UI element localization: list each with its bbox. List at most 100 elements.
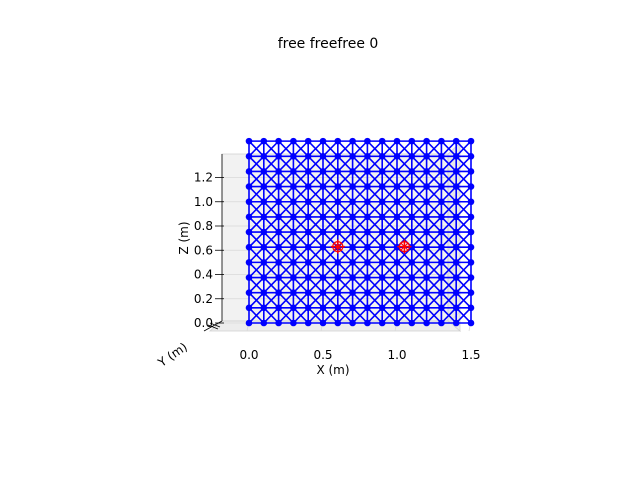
x-tick-labels: 0.0 0.5 1.0 1.5 (239, 348, 480, 362)
diagonal-member (248, 216, 265, 233)
truss-node (349, 183, 356, 190)
diagonal-member (410, 291, 428, 309)
diagonal-member (366, 231, 384, 249)
truss-node (467, 304, 475, 312)
diagonal-member (440, 307, 458, 324)
diagonal-member (248, 170, 265, 188)
diagonal-member (292, 291, 310, 309)
truss-node (290, 168, 297, 175)
truss-node (423, 243, 430, 251)
truss-node (290, 274, 297, 281)
truss-node (378, 183, 386, 190)
truss-node (275, 259, 282, 266)
diagonal-member (307, 170, 324, 188)
truss-node (438, 183, 445, 190)
diagonal-member (455, 307, 472, 324)
diagonal-member (322, 216, 339, 233)
truss-node (378, 243, 386, 251)
truss-node (319, 259, 327, 266)
truss-node (275, 304, 282, 312)
truss-node (408, 198, 416, 206)
truss-node (452, 137, 460, 145)
truss-node (364, 243, 371, 251)
diagonal-member (248, 140, 265, 158)
truss-node (290, 183, 297, 190)
diagonal-member (307, 246, 324, 264)
diagonal-member (322, 276, 339, 294)
truss-node (378, 259, 386, 266)
diagonal-member (455, 200, 472, 218)
truss-node (290, 259, 297, 266)
diagonal-member (410, 170, 428, 188)
truss-node (378, 319, 386, 327)
diagonal-member (410, 185, 428, 203)
diagonal-member (322, 140, 339, 158)
truss-node (408, 259, 416, 266)
truss-node (290, 213, 297, 221)
truss-node (393, 183, 401, 190)
truss-node (452, 183, 460, 190)
truss-node (378, 137, 386, 145)
truss-node (393, 152, 401, 160)
diagonal-member (425, 261, 443, 279)
diagonal-member (248, 307, 265, 324)
diagonal-member (277, 155, 295, 173)
truss-node (319, 243, 327, 251)
truss-node (304, 137, 312, 145)
truss-node (438, 319, 445, 327)
z-tick-label: 0.4 (194, 268, 213, 282)
diagonal-member (248, 291, 265, 309)
diagonal-member (262, 170, 280, 188)
diagonal-member (351, 170, 369, 188)
diagonal-member (396, 140, 413, 158)
diagonal-member (262, 140, 280, 158)
truss-node (438, 304, 445, 312)
diagonal-member (366, 246, 384, 264)
truss-node (304, 289, 312, 296)
diagonal-member (425, 246, 443, 264)
truss-node (290, 304, 297, 312)
diagonal-member (410, 216, 428, 233)
y-axis-line (203, 320, 223, 332)
truss-node (304, 168, 312, 175)
truss-node (467, 259, 475, 266)
truss-node (319, 183, 327, 190)
diagonal-member (292, 185, 310, 203)
diagonal-member (366, 170, 384, 188)
truss-node (334, 289, 342, 296)
diagonal-member (292, 200, 310, 218)
diagonal-member (440, 200, 458, 218)
diagonal-member (322, 170, 339, 188)
diagonal-member (336, 200, 354, 218)
truss-node (290, 137, 297, 145)
truss-node (408, 168, 416, 175)
truss-node (467, 152, 475, 160)
truss-node (275, 319, 282, 327)
truss-node (245, 259, 253, 266)
truss-node (438, 243, 445, 251)
truss-node (260, 183, 268, 190)
truss-node (378, 304, 386, 312)
diagonal-member (277, 216, 295, 233)
diagonal-member (307, 231, 324, 249)
diagonal-member (322, 291, 339, 309)
diagonal-member (277, 200, 295, 218)
truss-node (423, 213, 430, 221)
diagonal-member (455, 140, 472, 158)
diagonal-member (277, 261, 295, 279)
truss-node (245, 304, 253, 312)
diagonal-member (277, 185, 295, 203)
truss-nodes (245, 137, 475, 327)
truss-node (393, 137, 401, 145)
diagonal-member (381, 307, 398, 324)
diagonal-member (425, 140, 443, 158)
chart-title: free freefree 0 (278, 36, 379, 52)
diagonal-member (410, 140, 428, 158)
truss-node (349, 319, 356, 327)
truss-node (304, 304, 312, 312)
truss-node (334, 274, 342, 281)
diagonal-member (322, 246, 339, 264)
truss-node (364, 319, 371, 327)
diagonal-member (396, 200, 413, 218)
diagonal-member (351, 246, 369, 264)
